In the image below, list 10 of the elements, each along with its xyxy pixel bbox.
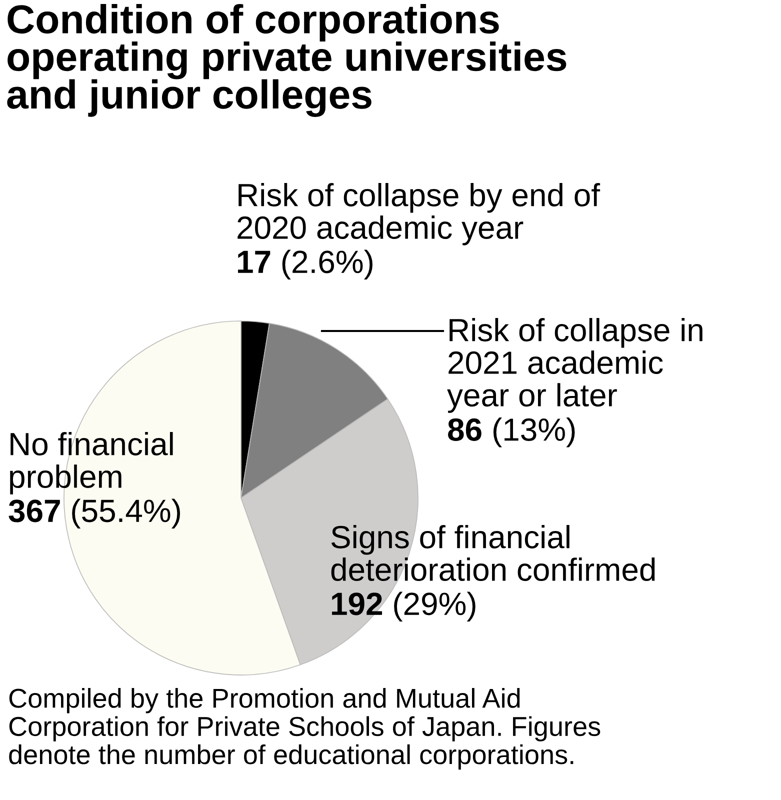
- slice-label: Risk of collapse by end of 2020 academic year: [238, 183, 600, 246]
- data-label: 192 (29%): [332, 592, 476, 622]
- data-label: 17 (2.6%): [238, 250, 372, 280]
- chart-title: Condition of corporations operating private universities and junior colleges: [7, 4, 566, 117]
- data-label: 367 (55.4%): [8, 498, 180, 529]
- slice-label: Risk of collapse in 2021 academic year or later: [447, 318, 702, 413]
- slice-label: Signs of financial deterioration confirmed: [331, 525, 655, 582]
- data-label: 86 (13%): [448, 418, 575, 448]
- text: Compiled by the Promotion and Mutual Aid Corporation for Private Schools of Japan. Figures denote the number of educational corporations.: [9, 688, 600, 770]
- slice-label: No financial problem: [10, 432, 173, 494]
